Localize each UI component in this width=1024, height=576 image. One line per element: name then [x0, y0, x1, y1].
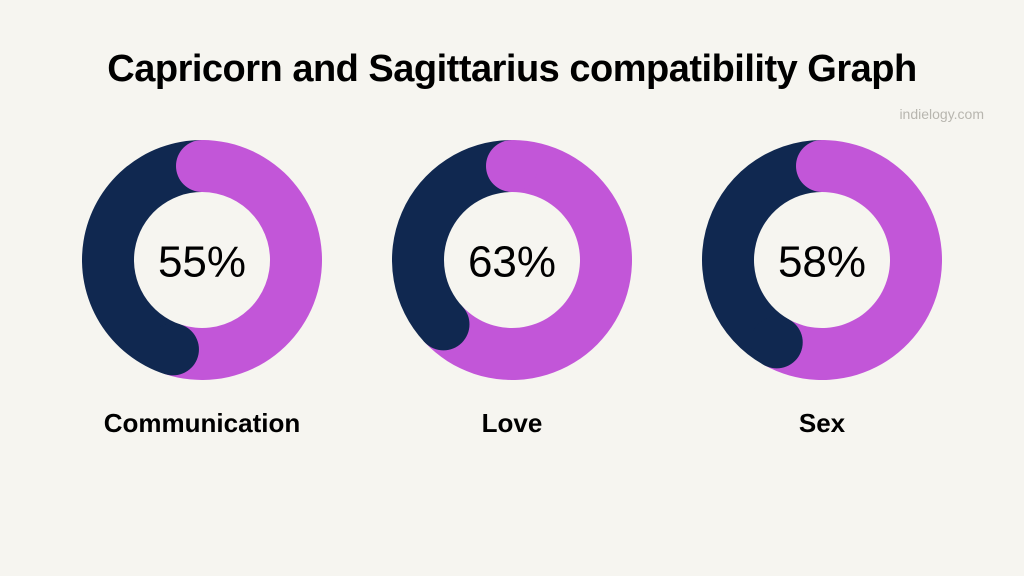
donut-sex: 58% Sex — [702, 140, 942, 439]
donut-cap — [176, 140, 228, 192]
watermark: indielogy.com — [899, 106, 984, 122]
donut-cap — [796, 140, 848, 192]
donut-svg: 58% — [702, 140, 942, 380]
donut-label: Love — [482, 408, 543, 439]
page-title: Capricorn and Sagittarius compatibility … — [0, 48, 1024, 91]
donut-percent-text: 58% — [778, 238, 866, 287]
donut-label: Communication — [104, 408, 300, 439]
donut-cap — [486, 140, 538, 192]
charts-row: 55% Communication 63% Love 58% Sex — [0, 140, 1024, 439]
donut-cap — [147, 323, 199, 375]
donut-communication: 55% Communication — [82, 140, 322, 439]
donut-label: Sex — [799, 408, 845, 439]
donut-love: 63% Love — [392, 140, 632, 439]
donut-svg: 63% — [392, 140, 632, 380]
donut-cap — [417, 298, 469, 350]
donut-percent-text: 63% — [468, 238, 556, 287]
donut-svg: 55% — [82, 140, 322, 380]
donut-percent-text: 55% — [158, 238, 246, 287]
donut-cap — [751, 316, 803, 368]
